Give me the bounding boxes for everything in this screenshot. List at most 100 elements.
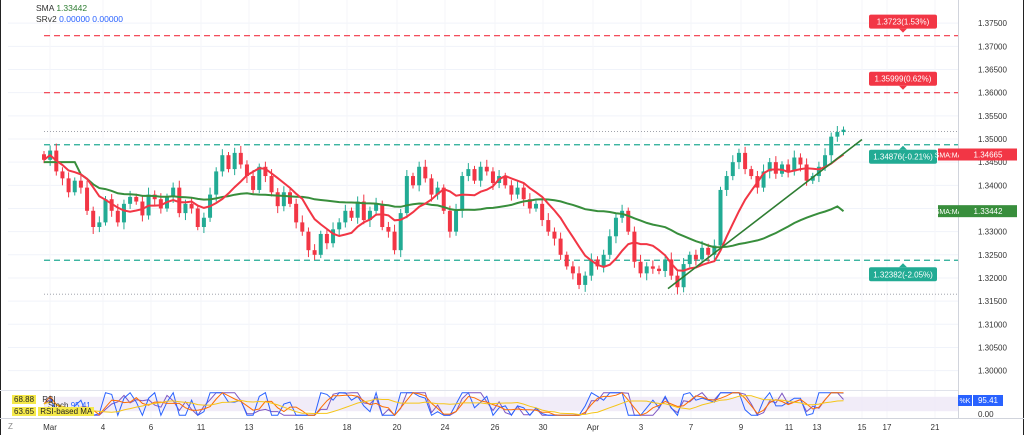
rsi-legend-value: 68.88 — [12, 395, 37, 404]
candle-body — [712, 245, 717, 255]
rsi-legend[interactable]: 68.88 RSI — [12, 395, 56, 405]
candle-body — [158, 199, 163, 209]
time-tick-label: 15 — [858, 423, 867, 432]
candle-body — [626, 210, 631, 232]
candle-body — [484, 166, 489, 172]
candle-body — [804, 164, 809, 181]
candle-body — [306, 231, 311, 251]
candle-body — [613, 217, 618, 237]
candle-body — [749, 169, 754, 177]
stoch-legend-value: 95.41 — [70, 401, 91, 410]
candle-body — [730, 162, 735, 177]
stoch-legend[interactable]: Stoch 95.41 — [44, 401, 91, 411]
srv2-legend[interactable]: SRv2 0.00000 0.00000 — [36, 14, 123, 25]
stoch-legend-label: Stoch — [48, 401, 69, 410]
candle-body — [515, 187, 520, 195]
candle-body — [718, 189, 723, 246]
candle-body — [423, 166, 428, 179]
candle-body — [823, 155, 828, 167]
candle-body — [490, 171, 495, 183]
sma-slow-line — [44, 161, 845, 249]
time-tick-label: 17 — [883, 423, 892, 432]
sma-legend-label: SMA — [36, 3, 54, 13]
candle-body — [687, 254, 692, 265]
candle-body — [835, 132, 840, 137]
uptrend-line[interactable] — [667, 138, 863, 290]
time-tick-label: 7 — [689, 423, 694, 432]
candle-body — [201, 217, 206, 228]
candle-body — [312, 250, 317, 255]
sma-fast-name: SMA:MA — [935, 153, 963, 160]
s2-label-box — [869, 267, 937, 282]
candle-body — [404, 176, 409, 214]
price-tick-label: 1.32500 — [978, 251, 1007, 260]
candle-body — [257, 166, 262, 190]
candle-body — [263, 166, 268, 177]
rsi-ma-line — [43, 395, 844, 416]
s1-label-text: 1.34876(-0.21%) — [873, 153, 933, 162]
candle-body — [663, 259, 668, 272]
candle-body — [570, 266, 575, 274]
candle-body — [171, 187, 176, 197]
candle-body — [42, 154, 46, 160]
candle-body — [607, 236, 612, 255]
candle-body — [540, 203, 545, 221]
srv2-legend-value-2: 0.00000 — [92, 14, 124, 24]
candle-body — [761, 171, 766, 188]
s2-label-text: 1.32382(-2.05%) — [873, 270, 933, 279]
candle-body — [700, 247, 705, 260]
candle-body — [693, 254, 698, 260]
candle-body — [269, 176, 274, 193]
price-tick-label: 1.35500 — [978, 112, 1007, 121]
candle-body — [183, 203, 188, 214]
rsi-ma-legend[interactable]: 63.65 RSI-based MA — [12, 407, 95, 417]
candle-body — [72, 180, 77, 193]
s1-label-pointer — [899, 145, 907, 150]
candle-body — [632, 231, 637, 262]
s2-label: 1.32382(-2.05%) — [869, 263, 937, 282]
price-tick-label: 1.33000 — [978, 228, 1007, 237]
candle-body — [85, 187, 90, 211]
price-tick-label: 1.36000 — [978, 89, 1007, 98]
price-tick-label: 1.30000 — [978, 367, 1007, 376]
candle-body — [251, 176, 256, 190]
candle-body — [601, 254, 606, 267]
candle-body — [657, 268, 661, 272]
candle-body — [521, 187, 526, 200]
time-tick-label: 6 — [149, 423, 154, 432]
candle-body — [398, 213, 403, 251]
price-tick-label: 1.37000 — [978, 42, 1007, 51]
candle-body — [792, 157, 797, 172]
stoch-k-line — [43, 390, 844, 417]
time-axis[interactable]: Mar 4 6 11 13 16 18 20 24 26 30 Apr 3 7 9 11 13 15 17 21 — [43, 423, 940, 432]
candle-body — [244, 164, 249, 177]
price-tick-label: 1.37500 — [978, 19, 1007, 28]
candle-body — [527, 199, 532, 209]
resistance-2-label-text: 1.3723(1.53%) — [877, 18, 930, 27]
price-tick-label: 1.34500 — [978, 158, 1007, 167]
resistance-1-label-box — [869, 71, 937, 86]
resistance-1-label: 1.35999(0.62%) — [869, 71, 937, 90]
candle-body — [466, 169, 471, 177]
candlestick-series — [42, 126, 846, 295]
candle-body — [841, 129, 846, 133]
sma-slow-name-box — [938, 205, 959, 218]
price-tick-label: 1.31000 — [978, 320, 1007, 329]
price-axis[interactable]: 1.37500 1.37000 1.36500 1.36000 1.35500 1.350… — [978, 19, 1007, 375]
candle-body — [441, 187, 446, 211]
sma-legend[interactable]: SMA 1.33442 — [36, 3, 87, 14]
candle-body — [706, 247, 711, 255]
resistance-2-label-box — [869, 14, 937, 29]
srv2-legend-value-1: 0.00000 — [59, 14, 90, 24]
time-tick-label: 4 — [101, 423, 106, 432]
time-tick-label: 13 — [245, 423, 254, 432]
time-tick-label: 13 — [813, 423, 822, 432]
candle-body — [743, 152, 748, 170]
candle-body — [115, 210, 120, 223]
stoch-d-line — [43, 392, 844, 417]
zoom-icon[interactable]: Z — [8, 422, 13, 431]
candle-body — [60, 171, 65, 179]
time-tick-label: 9 — [739, 423, 744, 432]
candle-body — [767, 162, 772, 172]
